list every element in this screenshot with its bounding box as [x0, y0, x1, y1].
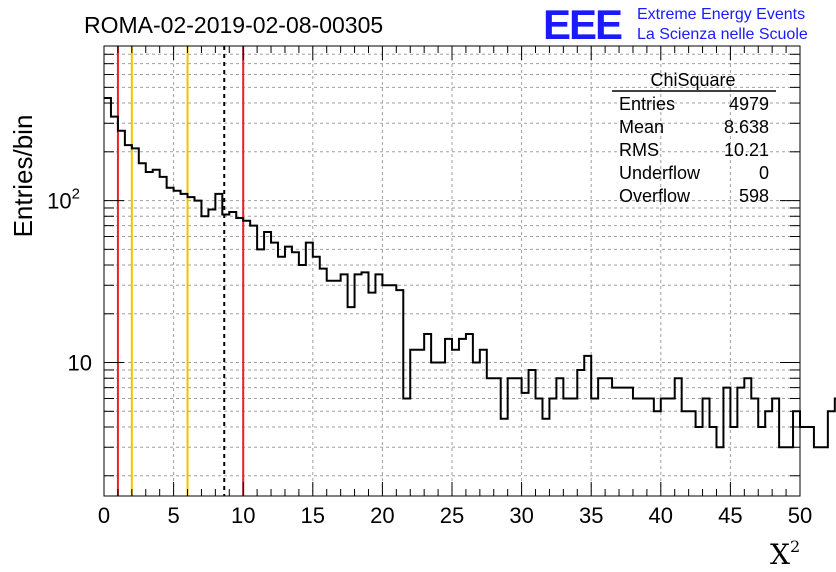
stats-row-value: 8.638 [724, 117, 769, 137]
eee-logo: EEE Extreme Energy Events La Scienza nel… [543, 1, 808, 48]
x-tick-label: 35 [579, 503, 603, 528]
histogram-line [104, 96, 836, 449]
x-tick-label: 50 [788, 503, 812, 528]
eee-logo-mark: EEE [543, 1, 622, 48]
stats-box: ChiSquare Entries 4979 Mean 8.638 RMS 10.21 Un… [612, 70, 776, 206]
x-tick-label: 40 [649, 503, 673, 528]
stats-row-label: Entries [619, 94, 675, 114]
x-axis-label-base: X [770, 538, 790, 571]
eee-logo-line1: Extreme Energy Events [637, 6, 805, 23]
y-tick-labels: 10 102 [47, 186, 92, 376]
x-tick-label: 20 [370, 503, 394, 528]
chart-title: ROMA-02-2019-02-08-00305 [84, 12, 383, 38]
x-axis-label-superscript: 2 [790, 537, 800, 556]
y-axis-label: Entries/bin [8, 115, 38, 238]
x-tick-label: 30 [509, 503, 533, 528]
stats-row-label: Underflow [619, 163, 701, 183]
eee-logo-line2: La Scienza nelle Scuole [637, 26, 808, 43]
axis-ticks [103, 45, 801, 496]
x-tick-label: 0 [98, 503, 110, 528]
stats-box-title: ChiSquare [650, 70, 735, 90]
x-tick-label: 25 [440, 503, 464, 528]
stats-box-rows: Entries 4979 Mean 8.638 RMS 10.21 Underflow 0 Ov… [619, 94, 769, 206]
x-tick-label: 10 [231, 503, 255, 528]
stats-row-label: Mean [619, 117, 664, 137]
x-tick-label: 15 [301, 503, 325, 528]
x-axis-label: X2 [770, 537, 800, 571]
stats-row-label: Overflow [619, 186, 691, 206]
histogram-series [104, 96, 836, 449]
stats-row-value: 0 [759, 163, 769, 183]
x-tick-label: 45 [718, 503, 742, 528]
x-tick-label: 5 [167, 503, 179, 528]
stats-row-value: 598 [739, 186, 769, 206]
y-tick-label: 102 [47, 186, 80, 214]
stats-row-label: RMS [619, 140, 659, 160]
stats-row-value: 4979 [729, 94, 769, 114]
y-tick-label: 10 [68, 351, 92, 376]
x-tick-labels: 0 5 10 15 20 25 30 35 40 45 50 [98, 503, 812, 528]
stats-row-value: 10.21 [724, 140, 769, 160]
